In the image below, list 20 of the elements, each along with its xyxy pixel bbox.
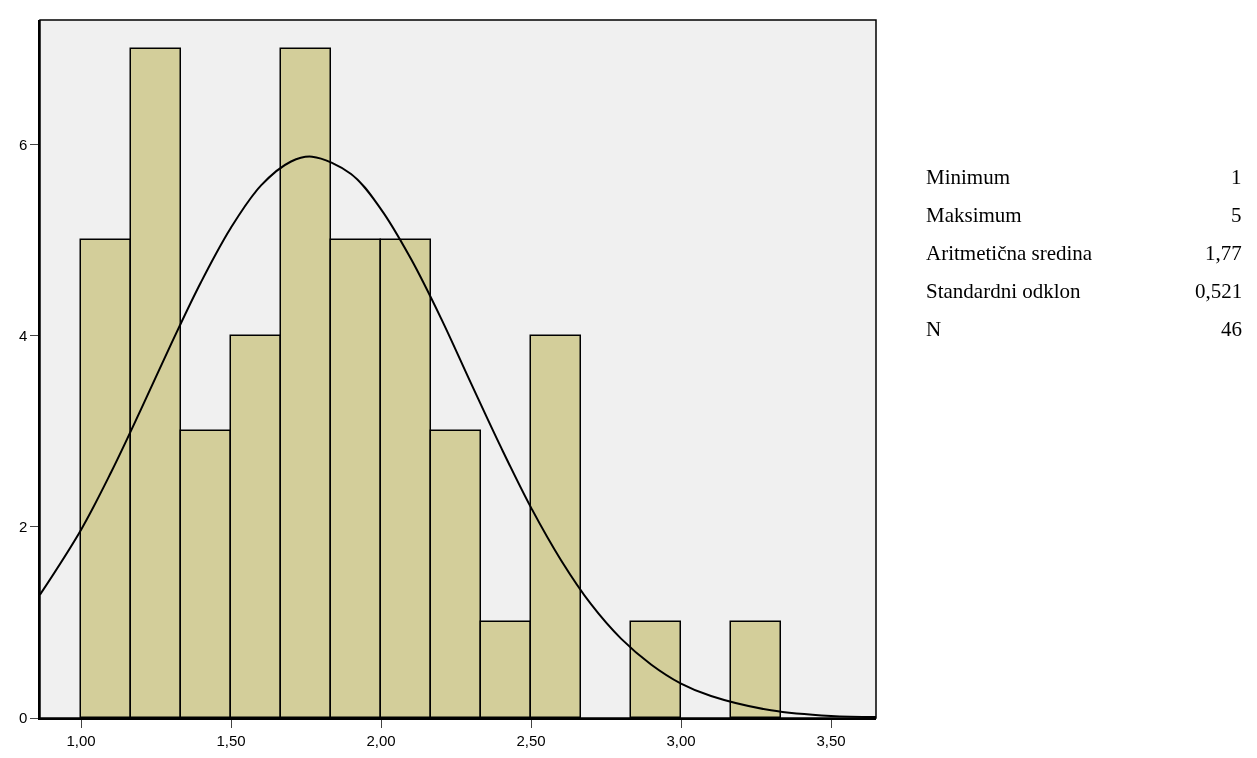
x-tick-label: 3,00 — [666, 731, 696, 749]
text: Maksimum — [926, 203, 1022, 227]
text: Aritmetična sredina — [926, 241, 1093, 265]
y-tick-label: 2 — [18, 518, 28, 536]
text: N — [926, 317, 942, 341]
y-tick-label: 0 — [18, 709, 28, 727]
text: 5 — [1231, 203, 1242, 227]
y-tick-label: 6 — [18, 135, 28, 153]
x-tick-label: 3,50 — [816, 731, 846, 749]
x-tick-label: 1,00 — [66, 731, 96, 749]
x-tick-label: 2,50 — [516, 731, 546, 749]
text: 1,77 — [1205, 241, 1242, 265]
text: 0,521 — [1195, 279, 1243, 303]
x-tick-label: 2,00 — [366, 731, 396, 749]
text: Standardni odklon — [926, 279, 1082, 303]
x-tick-label: 1,50 — [216, 731, 246, 749]
text: 1 — [1231, 165, 1242, 189]
text: 46 — [1221, 317, 1242, 341]
text: Minimum — [926, 165, 1011, 189]
y-tick-label: 4 — [18, 326, 28, 344]
